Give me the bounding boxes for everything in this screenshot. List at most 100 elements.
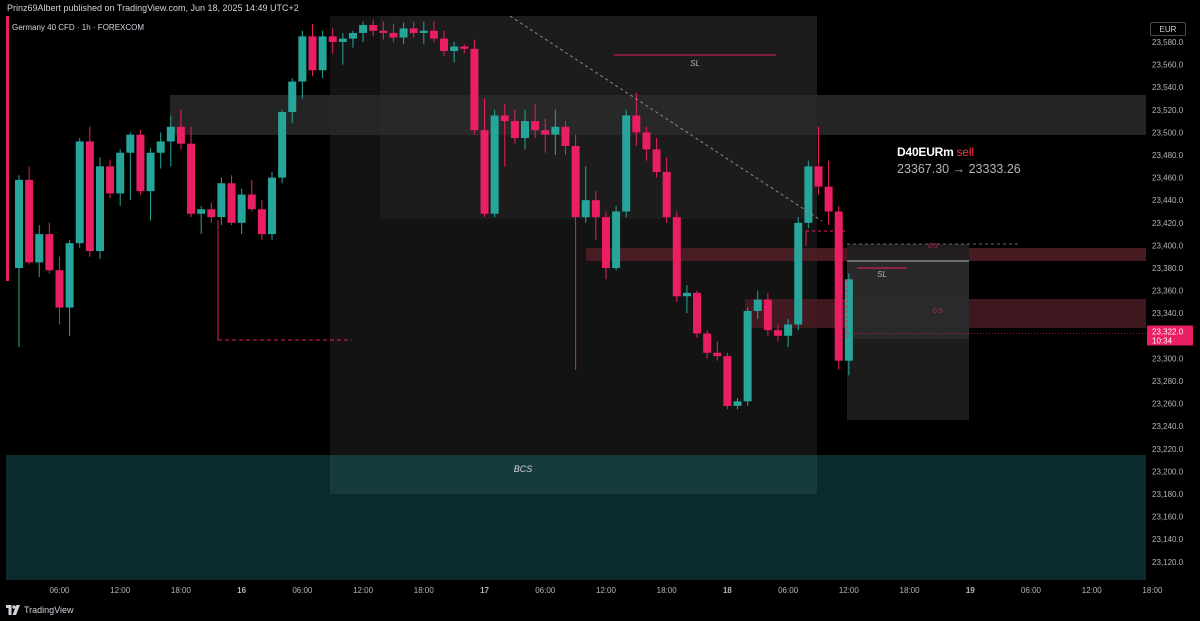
bearish-candle — [703, 333, 712, 353]
bearish-candle — [713, 352, 722, 357]
time-tick-label: 12:00 — [353, 586, 374, 595]
publisher-header: Prinz69Albert published on TradingView.c… — [0, 0, 1200, 16]
bearish-candle — [541, 130, 550, 135]
time-tick-label: 18:00 — [900, 586, 921, 595]
last-price-value: 23,322.0 — [1152, 328, 1184, 337]
currency-button[interactable]: EUR — [1150, 22, 1186, 36]
bearish-candle — [500, 115, 509, 122]
bearish-candle — [510, 121, 519, 139]
time-tick-label: 06:00 — [49, 586, 70, 595]
left-margin — [0, 16, 6, 580]
tradingview-brand[interactable]: TradingView — [6, 603, 74, 617]
price-tick-label: 23,280.0 — [1152, 377, 1184, 386]
entry-price: 23367.30 — [897, 162, 950, 176]
bullish-candle — [166, 126, 175, 142]
price-tick-label: 23,580.0 — [1152, 38, 1184, 47]
bearish-candle — [187, 143, 196, 214]
bullish-candle — [682, 292, 691, 297]
time-tick-label: 12:00 — [110, 586, 131, 595]
time-tick-label: 06:00 — [292, 586, 313, 595]
time-tick-label: 12:00 — [839, 586, 860, 595]
position-label: D40EURm sell — [897, 145, 974, 159]
price-tick-label: 23,240.0 — [1152, 422, 1184, 431]
time-tick-label: 18:00 — [414, 586, 435, 595]
time-tick-label: 18:00 — [657, 586, 678, 595]
bearish-candle — [672, 217, 681, 297]
bullish-candle — [622, 115, 631, 212]
brand-name: TradingView — [24, 605, 74, 615]
time-tick-label: 19 — [966, 586, 975, 595]
bullish-candle — [743, 310, 752, 402]
sl-label-right: SL — [877, 270, 887, 279]
time-tick-label: 18:00 — [1142, 586, 1163, 595]
time-tick-label: 18:00 — [171, 586, 192, 595]
price-tick-label: 23,360.0 — [1152, 287, 1184, 296]
bearish-candle — [561, 126, 570, 146]
bullish-candle — [348, 32, 357, 39]
position-direction: sell — [956, 145, 974, 159]
bullish-candle — [551, 126, 560, 135]
bearish-candle — [814, 166, 823, 187]
bullish-candle — [359, 25, 368, 33]
target-price: 23333.26 — [968, 162, 1021, 176]
bullish-candle — [146, 152, 155, 192]
sl-label-top: SL — [690, 59, 700, 68]
position-target-box — [847, 261, 969, 339]
symbol-title[interactable]: Germany 40 CFD · 1h · FOREXCOM — [12, 23, 145, 32]
bearish-candle — [774, 330, 782, 336]
left-edge-candle — [6, 16, 9, 281]
bearish-candle — [591, 200, 600, 218]
drawing-zones — [0, 16, 1146, 580]
price-tick-label: 23,500.0 — [1152, 128, 1184, 137]
trend-line-dashed — [509, 15, 823, 222]
bullish-candle — [288, 81, 297, 113]
price-tick-label: 23,260.0 — [1152, 400, 1184, 409]
bcs-label: BCS — [514, 464, 533, 474]
time-axis[interactable]: 06:00 12:00 18:00 16 06:00 12:00 18:00 17 06:00 1… — [0, 580, 1200, 602]
time-tick-label: 12:00 — [596, 586, 617, 595]
bullish-candle — [844, 279, 853, 361]
bearish-candle — [601, 217, 610, 268]
bullish-candle — [35, 234, 44, 263]
time-tick-label: 06:00 — [778, 586, 799, 595]
bearish-candle — [652, 149, 661, 172]
bearish-candle — [247, 194, 256, 210]
bearish-candle — [369, 25, 378, 31]
last-price-countdown: 10:34 — [1152, 337, 1173, 346]
price-tick-label: 23,340.0 — [1152, 309, 1184, 318]
price-tick-label: 23,380.0 — [1152, 264, 1184, 273]
bearish-candle — [763, 299, 772, 331]
price-axis[interactable]: 23,580.0 23,560.0 23,540.0 23,520.0 23,500.0… — [1146, 16, 1200, 580]
price-tick-label: 23,120.0 — [1152, 558, 1184, 567]
last-price-badge — [1147, 325, 1193, 346]
time-axis-bg — [0, 580, 1200, 602]
bearish-candle — [45, 234, 54, 271]
bullish-candle — [753, 299, 762, 311]
bearish-candle — [480, 130, 489, 214]
price-tick-label: 23,560.0 — [1152, 61, 1184, 70]
bullish-candle — [95, 166, 104, 252]
price-tick-label: 23,440.0 — [1152, 196, 1184, 205]
time-tick-label: 12:00 — [1082, 586, 1103, 595]
bearish-candle — [632, 115, 641, 133]
time-tick-label: 06:00 — [1021, 586, 1042, 595]
bullish-candle — [318, 36, 327, 71]
bearish-candle — [409, 28, 418, 33]
bearish-candle — [379, 30, 388, 33]
bullish-candle — [197, 209, 206, 214]
bullish-candle — [15, 179, 23, 268]
bullish-candle — [733, 401, 742, 406]
bullish-candle — [612, 211, 621, 268]
bullish-candle — [268, 177, 276, 235]
bullish-candle — [156, 141, 165, 153]
bearish-candle — [693, 292, 702, 334]
zone-marker-label: 0.5 — [928, 243, 938, 250]
bearish-candle — [136, 134, 145, 192]
price-axis-bg — [1146, 16, 1200, 580]
bearish-candle — [106, 166, 115, 194]
bearish-candle — [389, 32, 398, 38]
bullish-candle — [237, 194, 246, 223]
price-tick-label: 23,400.0 — [1152, 241, 1184, 250]
bearish-candle — [531, 121, 540, 131]
